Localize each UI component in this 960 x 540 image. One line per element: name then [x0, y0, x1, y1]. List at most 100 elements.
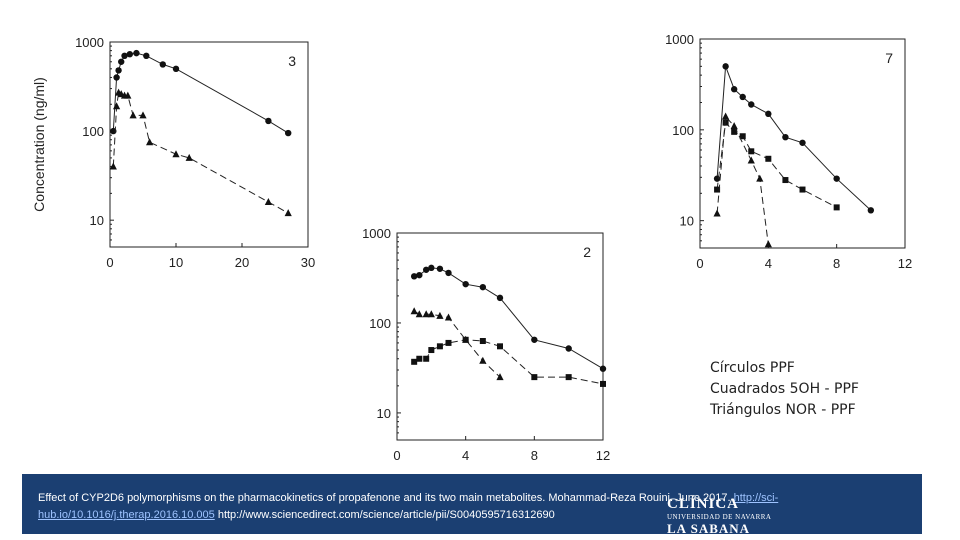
data-point-square — [748, 148, 755, 155]
series-line-ppf — [716, 66, 872, 211]
data-point-square — [436, 343, 443, 350]
legend-squares: Cuadrados 5OH - PPF — [710, 381, 859, 397]
x-tick-label: 20 — [235, 255, 249, 270]
data-point-square — [565, 374, 572, 381]
series-line-nor-ppf — [716, 115, 769, 245]
data-point-square — [423, 355, 430, 362]
data-point-circle — [121, 52, 128, 60]
data-point-triangle — [427, 310, 435, 318]
scihub-link[interactable]: http://sci-hub.io/10.1016/j.therap.2016.… — [38, 492, 779, 521]
data-point-triangle — [462, 335, 470, 343]
data-point-square — [833, 204, 840, 211]
legend: Círculos PPF Cuadrados 5OH - PPF Triángu… — [710, 358, 859, 421]
data-point-triangle — [172, 150, 180, 158]
data-point-circle — [462, 280, 469, 288]
data-point-triangle — [747, 156, 755, 164]
data-point-triangle — [764, 240, 772, 248]
y-axis-label: Concentration (ng/ml) — [31, 77, 47, 212]
data-point-triangle — [129, 111, 137, 119]
y-tick-label: 100 — [672, 123, 694, 138]
data-point-square — [714, 186, 721, 193]
data-point-circle — [118, 58, 125, 65]
y-tick-label: 1000 — [75, 35, 104, 50]
y-tick-label: 10 — [680, 214, 694, 229]
x-tick-label: 4 — [462, 448, 469, 463]
data-point-circle — [599, 365, 607, 372]
data-point-circle — [867, 207, 875, 214]
x-tick-label: 0 — [696, 256, 703, 271]
data-point-circle — [496, 294, 504, 302]
logo-line-1: CLÍNICA — [667, 496, 740, 512]
data-point-triangle — [146, 138, 154, 146]
x-tick-label: 10 — [169, 255, 183, 270]
data-point-square — [782, 177, 789, 184]
x-tick-label: 0 — [393, 448, 400, 463]
series-line-nor-ppf — [112, 91, 289, 214]
data-point-circle — [739, 93, 746, 101]
y-tick-label: 1000 — [665, 32, 694, 47]
x-tick-label: 8 — [833, 256, 840, 271]
data-point-triangle — [410, 307, 418, 315]
data-point-triangle — [436, 311, 444, 319]
x-tick-label: 12 — [596, 448, 610, 463]
chart-panel-2: 0 4 8 12 10 100 1000 2 — [345, 218, 620, 473]
data-point-triangle — [722, 112, 730, 120]
data-point-triangle — [124, 91, 132, 99]
data-point-circle — [531, 336, 538, 343]
data-point-circle — [115, 67, 122, 74]
data-point-triangle — [496, 373, 504, 381]
plot-frame — [109, 41, 309, 248]
data-point-circle — [113, 74, 120, 81]
y-tick-label: 100 — [82, 124, 104, 139]
data-point-square — [739, 133, 746, 140]
data-point-triangle — [713, 209, 721, 217]
data-point-square — [531, 374, 538, 381]
data-point-square — [479, 338, 486, 345]
series-line-5oh-ppf — [716, 121, 837, 208]
data-point-circle — [748, 101, 755, 108]
logo-line-2: UNIVERSIDAD DE NAVARRA — [667, 513, 772, 521]
data-point-triangle — [113, 102, 121, 110]
data-point-triangle — [756, 174, 764, 182]
data-point-circle — [436, 265, 444, 272]
clinica-logo: CLÍNICA UNIVERSIDAD DE NAVARRA LA SABANA — [667, 496, 771, 537]
legend-circles: Círculos PPF — [710, 360, 795, 376]
x-tick-label: 8 — [531, 448, 538, 463]
y-tick-label: 1000 — [362, 226, 391, 241]
data-point-triangle — [185, 153, 193, 161]
data-point-circle — [479, 283, 487, 291]
legend-triangles: Triángulos NOR - PPF — [710, 402, 856, 418]
sciencedirect-url: http://www.sciencedirect.com/science/art… — [217, 509, 555, 521]
chart-panel-3: 0 10 20 30 10 100 1000 3 Concentration (ng/ml) — [20, 30, 320, 275]
data-point-triangle — [444, 313, 453, 321]
y-tick-label: 100 — [369, 316, 391, 331]
data-point-square — [722, 119, 729, 126]
data-point-circle — [172, 65, 180, 73]
plot-frame — [396, 232, 604, 441]
data-point-circle — [722, 63, 729, 70]
data-point-circle — [265, 117, 272, 125]
data-point-triangle — [415, 310, 423, 318]
data-point-circle — [765, 110, 772, 118]
data-point-circle — [833, 175, 840, 182]
data-point-square — [411, 358, 418, 365]
chart-panel-7: 0 4 8 12 10 100 1000 7 — [645, 32, 925, 278]
data-point-circle — [428, 264, 435, 272]
data-point-triangle — [730, 122, 738, 130]
chart-panel-3-svg: 0 10 20 30 10 100 1000 3 Concentration (ng/ml) — [31, 35, 315, 270]
data-point-circle — [410, 273, 418, 280]
data-point-square — [416, 355, 423, 362]
data-point-triangle — [422, 310, 430, 318]
series-line-ppf — [112, 52, 289, 134]
citation-footer: Effect of CYP2D6 polymorphisms on the ph… — [22, 474, 922, 537]
data-point-circle — [422, 266, 430, 273]
panel-label: 2 — [583, 244, 591, 260]
x-tick-label: 4 — [765, 256, 772, 271]
chart-panel-7-svg: 0 4 8 12 10 100 1000 7 — [665, 32, 912, 271]
x-tick-label: 12 — [898, 256, 912, 271]
data-point-square — [445, 339, 452, 346]
data-point-circle — [159, 61, 166, 68]
data-point-circle — [445, 269, 452, 277]
data-point-triangle — [264, 197, 272, 205]
data-point-triangle — [109, 162, 117, 170]
